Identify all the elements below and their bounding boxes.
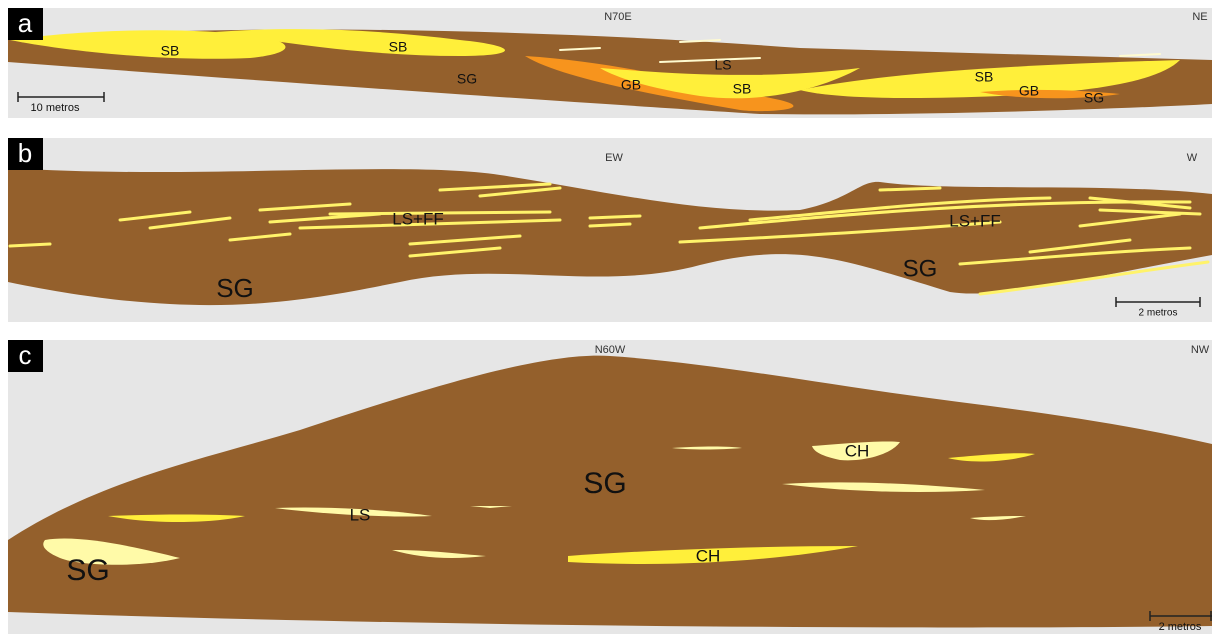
unit-label: SG: [903, 255, 938, 282]
unit-label: SB: [975, 69, 994, 85]
unit-label: LS+FF: [392, 209, 444, 228]
unit-label: LS: [350, 505, 371, 524]
end-direction: NW: [1191, 344, 1210, 356]
unit-label: SB: [733, 81, 752, 97]
heading: N60W: [595, 344, 626, 356]
unit-label: SG: [216, 273, 254, 303]
scale-label: 2 metros: [1159, 621, 1202, 633]
unit-label: SG: [583, 467, 626, 500]
heading: N70E: [604, 11, 632, 23]
panel-c: c N60W NW CH SG LS SG CH 2 metros: [8, 340, 1212, 634]
unit-label: SB: [161, 43, 180, 59]
unit-label: SG: [66, 554, 109, 587]
end-direction: NE: [1192, 11, 1207, 23]
unit-label: LS: [714, 57, 731, 73]
unit-label: SG: [457, 71, 477, 87]
panel-label: a: [18, 8, 33, 38]
unit-label: SB: [389, 39, 408, 55]
end-direction: W: [1187, 152, 1198, 164]
panel-label: b: [18, 138, 32, 168]
panel-label: c: [19, 340, 32, 370]
unit-label: CH: [845, 441, 870, 460]
unit-label: CH: [696, 546, 721, 565]
unit-label: GB: [1019, 83, 1039, 99]
panel-b: b EW W LS+FF LS+FF SG SG 2 metros: [8, 138, 1212, 322]
panel-a: a N70E NE SB SB SG LS GB SB SB GB SG 10 …: [8, 8, 1212, 118]
unit-label: GB: [621, 77, 641, 93]
unit-label: LS+FF: [949, 211, 1001, 230]
scale-label: 10 metros: [31, 102, 80, 114]
cross-sections: a N70E NE SB SB SG LS GB SB SB GB SG 10 …: [0, 0, 1220, 634]
heading: EW: [605, 152, 623, 164]
scale-label: 2 metros: [1139, 308, 1178, 319]
unit-label: SG: [1084, 90, 1104, 106]
